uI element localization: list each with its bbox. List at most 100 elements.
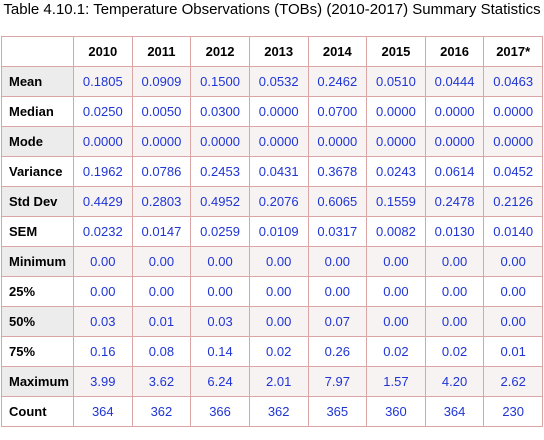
table-row: Maximum 3.99 3.62 6.24 2.01 7.97 1.57 4.20 2.62 [1,366,543,397]
table-cell: 0.0614 [424,156,485,187]
table-cell: 0.00 [131,246,192,277]
table-cell: 0.03 [73,306,133,337]
table-cell: 0.0452 [483,156,543,187]
table-cell: 0.0147 [131,216,192,247]
row-header: 75% [1,336,74,367]
table-cell: 0.00 [248,306,309,337]
table-cell: 0.0000 [248,96,309,127]
row-header: Count [1,396,74,427]
table-cell: 0.00 [190,246,250,277]
column-header-2017: 2017* [483,36,543,67]
table-cell: 0.2076 [248,186,309,217]
table-row: 75% 0.16 0.08 0.14 0.02 0.26 0.02 0.02 0.01 [1,336,543,367]
table-row: Mode 0.0000 0.0000 0.0000 0.0000 0.0000 0.0000… [1,126,543,157]
table-row: Variance 0.1962 0.0786 0.2453 0.0431 0.3678 0.… [1,156,543,187]
table-cell: 0.0250 [73,96,133,127]
table-cell: 2.62 [483,366,543,397]
table-cell: 0.26 [307,336,368,367]
table-cell: 0.00 [190,276,250,307]
table-cell: 230 [483,396,543,427]
table-row: Mean 0.1805 0.0909 0.1500 0.0532 0.2462 0.0510… [1,66,543,97]
table-row: Median 0.0250 0.0050 0.0300 0.0000 0.0700 0.00… [1,96,543,127]
table-cell: 0.00 [424,246,485,277]
table-cell: 6.24 [190,366,250,397]
table-cell: 0.01 [483,336,543,367]
table-cell: 0.00 [248,276,309,307]
table-cell: 0.0000 [131,126,192,157]
table-cell: 0.00 [366,306,426,337]
table-cell: 0.2453 [190,156,250,187]
table-cell: 0.1805 [73,66,133,97]
table-cell: 0.0909 [131,66,192,97]
table-cell: 0.0786 [131,156,192,187]
row-header: 25% [1,276,74,307]
row-header: Mode [1,126,74,157]
table-cell: 1.57 [366,366,426,397]
row-header: Std Dev [1,186,74,217]
table-cell: 0.0463 [483,66,543,97]
table-cell: 0.00 [73,276,133,307]
table-cell: 0.0000 [424,96,485,127]
table-cell: 0.00 [307,276,368,307]
table-cell: 0.0000 [424,126,485,157]
table-cell: 0.00 [307,246,368,277]
table-cell: 0.0050 [131,96,192,127]
row-header: Mean [1,66,74,97]
table-cell: 0.07 [307,306,368,337]
table-cell: 0.0109 [248,216,309,247]
table-cell: 0.16 [73,336,133,367]
table-cell: 7.97 [307,366,368,397]
table-cell: 0.0082 [366,216,426,247]
row-header: Minimum [1,246,74,277]
column-header-2011: 2011 [131,36,192,67]
table-cell: 0.2478 [424,186,485,217]
summary-statistics-table: 2010 2011 2012 2013 2014 2015 2016 2017*… [1,36,543,427]
table-cell: 0.00 [483,306,543,337]
table-cell: 0.0000 [366,96,426,127]
table-row: Minimum 0.00 0.00 0.00 0.00 0.00 0.00 0.00 0.00 [1,246,543,277]
table-cell: 2.01 [248,366,309,397]
table-cell: 3.62 [131,366,192,397]
table-cell: 0.0000 [248,126,309,157]
table-cell: 0.4952 [190,186,250,217]
table-row: Count 364 362 366 362 365 360 364 230 [1,396,543,427]
table-cell: 0.3678 [307,156,368,187]
table-cell: 3.99 [73,366,133,397]
column-header-2016: 2016 [424,36,485,67]
table-cell: 364 [424,396,485,427]
row-header: SEM [1,216,74,247]
table-cell: 0.2126 [483,186,543,217]
table-cell: 0.00 [424,276,485,307]
table-row: Std Dev 0.4429 0.2803 0.4952 0.2076 0.6065 0.1… [1,186,543,217]
table-cell: 0.0444 [424,66,485,97]
table-cell: 0.6065 [307,186,368,217]
column-header-2013: 2013 [248,36,309,67]
table-cell: 0.0510 [366,66,426,97]
table-cell: 0.1559 [366,186,426,217]
row-header: Median [1,96,74,127]
table-cell: 0.0259 [190,216,250,247]
table-cell: 0.0232 [73,216,133,247]
table-cell: 0.0532 [248,66,309,97]
table-cell: 0.03 [190,306,250,337]
table-cell: 0.01 [131,306,192,337]
table-cell: 0.0130 [424,216,485,247]
table-cell: 0.0140 [483,216,543,247]
column-header-2010: 2010 [73,36,133,67]
table-cell: 0.1962 [73,156,133,187]
table-cell: 0.0000 [307,126,368,157]
table-cell: 0.00 [73,246,133,277]
table-cell: 0.00 [483,246,543,277]
table-cell: 0.00 [366,276,426,307]
column-header-2012: 2012 [190,36,250,67]
table-cell: 0.02 [366,336,426,367]
row-header: Maximum [1,366,74,397]
table-cell: 360 [366,396,426,427]
table-cell: 362 [131,396,192,427]
table-cell: 0.2462 [307,66,368,97]
table-cell: 0.00 [366,246,426,277]
table-cell: 0.00 [483,276,543,307]
table-cell: 365 [307,396,368,427]
table-body: Mean 0.1805 0.0909 0.1500 0.0532 0.2462 0.0510… [1,66,543,427]
table-cell: 0.08 [131,336,192,367]
